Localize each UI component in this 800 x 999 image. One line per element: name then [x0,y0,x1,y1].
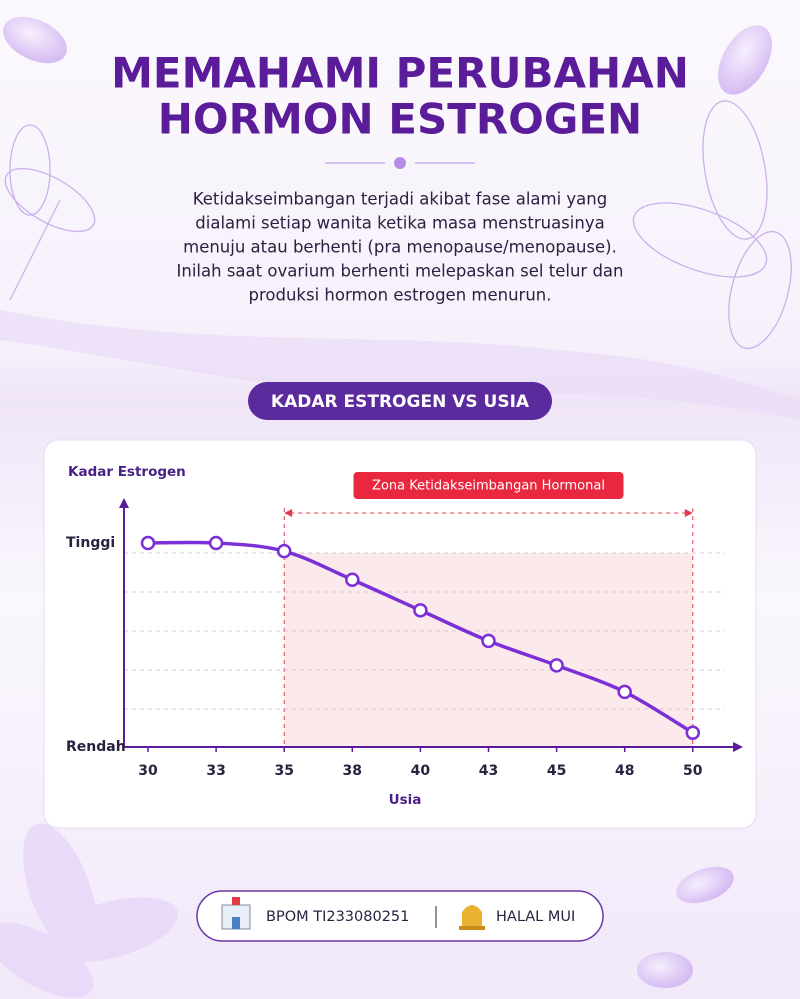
point [481,633,496,649]
x-tick-label: 50 [683,763,703,779]
icon [459,905,485,930]
x-tick-label: 43 [479,763,498,779]
y-tick-label: Tinggi [66,535,115,551]
x-axis-label: Usia [389,792,422,808]
plot: Zona Ketidakseimbangan Hormonal Tinggi Ren… [66,472,743,779]
y-axis-arrow [119,498,129,508]
flower [4,100,792,350]
x-tick-label: 40 [411,763,431,779]
point [617,684,632,700]
x-tick-label: 38 [343,763,362,779]
x-tick-label: 45 [547,763,566,779]
point [140,535,156,551]
icon [221,897,251,930]
divider [325,157,475,169]
x-tick-label: 35 [274,763,293,779]
intro-line: menuju atau berhenti (pra menopause/meno… [183,238,617,257]
y-axis-label: Kadar Estrogen [68,464,186,480]
point [276,543,292,559]
chart-title: KADAR ESTROGEN VS USIA [271,392,530,412]
point [413,603,428,618]
footer-item: HALAL MUI [496,909,575,925]
point [208,535,224,551]
intro-line: Ketidakseimbangan terjadi akibat fase al… [193,190,607,209]
chart-title-pill [248,382,552,420]
zone-label-box [353,472,624,499]
intro-line: produksi hormon estrogen menurun. [249,286,552,305]
x-axis-arrow [733,742,743,752]
wave [0,310,800,420]
point [345,572,360,587]
title-line: HORMON ESTROGEN [158,95,642,144]
x-tick-label: 48 [615,763,634,779]
intro-line: Inilah saat ovarium berhenti melepaskan … [177,262,624,281]
intro: Ketidakseimbangan terjadi akibat fase al… [177,190,624,305]
point [549,658,564,673]
point [685,725,701,740]
flower [0,823,179,998]
footer-pill [196,890,604,942]
x-tick-label: 30 [138,763,158,779]
footer-item: BPOM TI233080251 [266,909,409,925]
y-tick-label: Rendah [66,739,126,755]
title-line: MEMAHAMI PERUBAHAN [111,49,689,98]
decoration [3,16,772,988]
intro-line: dialami setiap wanita ketika masa menstr… [195,214,604,233]
zone-label: Zona Ketidakseimbangan Hormonal [372,479,605,494]
x-tick-label: 33 [206,763,225,779]
